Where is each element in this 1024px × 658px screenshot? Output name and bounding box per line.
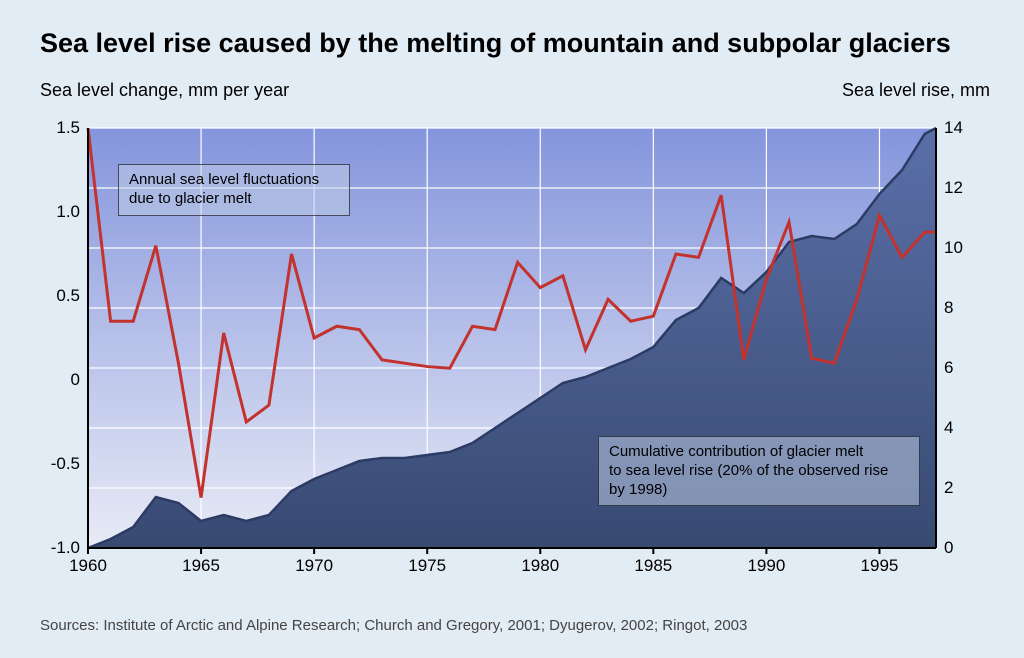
- x-tick: 1995: [861, 548, 899, 576]
- x-tick: 1960: [69, 548, 107, 576]
- right-y-tick: 4: [936, 418, 953, 438]
- annotation-line-series: Annual sea level fluctuationsdue to glac…: [118, 164, 350, 216]
- right-axis-label: Sea level rise, mm: [842, 80, 990, 101]
- x-tick: 1985: [634, 548, 672, 576]
- right-y-tick: 8: [936, 298, 953, 318]
- x-tick: 1975: [408, 548, 446, 576]
- right-y-tick: 2: [936, 478, 953, 498]
- left-axis-label: Sea level change, mm per year: [40, 80, 289, 101]
- x-tick: 1970: [295, 548, 333, 576]
- chart-container: Annual sea level fluctuationsdue to glac…: [40, 108, 984, 598]
- sources-caption: Sources: Institute of Arctic and Alpine …: [40, 617, 747, 634]
- x-tick: 1965: [182, 548, 220, 576]
- right-y-tick: 10: [936, 238, 963, 258]
- x-tick: 1980: [521, 548, 559, 576]
- left-y-tick: 1.0: [56, 202, 88, 222]
- left-y-tick: -0.5: [51, 454, 88, 474]
- chart-plot-area: Annual sea level fluctuationsdue to glac…: [88, 128, 936, 548]
- annotation-area-series: Cumulative contribution of glacier meltt…: [598, 436, 920, 506]
- page-title: Sea level rise caused by the melting of …: [40, 28, 951, 59]
- right-y-tick: 0: [936, 538, 953, 558]
- x-tick: 1990: [747, 548, 785, 576]
- right-y-tick: 14: [936, 118, 963, 138]
- page: Sea level rise caused by the melting of …: [0, 0, 1024, 658]
- right-y-tick: 12: [936, 178, 963, 198]
- left-y-tick: 0: [71, 370, 88, 390]
- right-y-tick: 6: [936, 358, 953, 378]
- left-y-tick: 0.5: [56, 286, 88, 306]
- left-y-tick: 1.5: [56, 118, 88, 138]
